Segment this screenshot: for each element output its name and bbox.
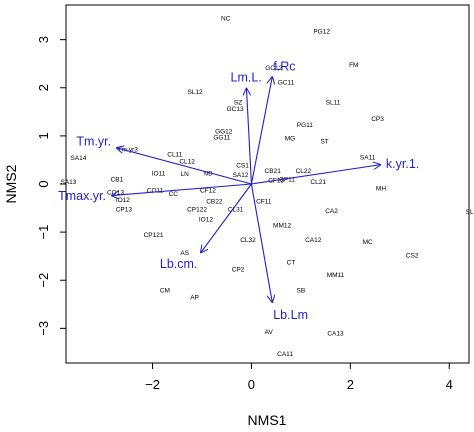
site-label: MG <box>285 135 295 142</box>
site-label: CO11 <box>147 187 164 194</box>
site-label: CL31 <box>228 207 244 214</box>
y-tick-label: 2 <box>36 84 51 91</box>
y-tick-label: 3 <box>36 36 51 43</box>
site-label: CM <box>160 287 170 294</box>
site-label: SB <box>297 287 306 294</box>
x-tick-label: 4 <box>446 377 453 392</box>
site-label: CL21 <box>310 179 326 186</box>
site-label: GC13 <box>227 106 244 113</box>
x-axis-title: NMS1 <box>248 412 287 428</box>
site-label: ST <box>320 139 328 146</box>
vector-label: f.Rc <box>273 59 295 73</box>
site-label: CP122 <box>187 207 207 214</box>
vectors-layer: f.Rc Lm.L. Tm.yr. Tmax.yr. k.yr.1. Lb.cm. Lb.L… <box>58 59 419 322</box>
site-label: SA12 <box>233 172 249 179</box>
site-label: GC11 <box>278 79 295 86</box>
site-label: MM11 <box>327 272 345 279</box>
vector-arrow <box>112 183 252 196</box>
vector-arrow <box>201 183 252 252</box>
site-label: CA12 <box>305 237 322 244</box>
site-label: LN <box>181 171 190 178</box>
site-label: CF12 <box>200 187 216 194</box>
site-label: CL32 <box>240 237 256 244</box>
site-label: CF11 <box>256 198 272 205</box>
vector-label: Tm.yr. <box>76 134 111 148</box>
site-label: CT <box>287 259 296 266</box>
vector-arrow <box>246 89 252 185</box>
site-label: GG11 <box>213 134 230 141</box>
vector-arrow <box>251 165 380 185</box>
x-tick-label: 2 <box>347 377 354 392</box>
vector-arrow <box>250 183 272 302</box>
site-label: CP3 <box>371 116 384 123</box>
vector-arrow <box>117 148 252 185</box>
vector-label: k.yr.1. <box>386 157 419 171</box>
site-label: Tm.yr3 <box>118 146 139 153</box>
y-tick-label: −2 <box>36 273 51 288</box>
y-tick-label: −1 <box>36 225 51 240</box>
site-label: GC12 <box>265 65 282 72</box>
site-label: CL11 <box>167 152 182 159</box>
site-label: MM12 <box>273 222 291 229</box>
vector-label: Lb.cm. <box>160 257 198 271</box>
site-label: MH <box>376 185 386 192</box>
site-label: NB <box>203 170 212 177</box>
site-label: SA14 <box>70 155 86 162</box>
vector-label: Tmax.yr. <box>58 189 106 203</box>
site-label: CB22 <box>206 198 223 205</box>
site-label: SA13 <box>61 179 77 186</box>
site-label: CF13 <box>268 178 284 185</box>
site-label: CP121 <box>144 232 164 239</box>
site-label: CS1 <box>236 162 249 169</box>
site-label: CP2 <box>232 267 245 274</box>
site-label: AP <box>190 295 199 302</box>
site-label: GG12 <box>215 129 233 136</box>
x-tick-label: 0 <box>248 377 255 392</box>
site-label: PG12 <box>313 28 330 35</box>
axes-layer: −2 0 2 4 −3 −2 −1 0 1 2 3 <box>36 36 453 392</box>
site-label: IO11 <box>152 170 166 177</box>
y-tick-label: 0 <box>36 180 51 187</box>
site-label: CP13 <box>116 207 133 214</box>
site-label: NC <box>221 15 231 22</box>
site-label: CA11 <box>277 351 293 358</box>
site-label: CP11 <box>279 177 295 184</box>
site-label: CB1 <box>111 177 124 184</box>
site-label: IO12 <box>199 217 213 224</box>
site-label: SL12 <box>187 89 203 96</box>
site-label: MC <box>363 239 373 246</box>
x-tick-label: −2 <box>145 377 160 392</box>
y-tick-label: −3 <box>36 321 51 336</box>
site-label: IO12 <box>116 197 130 204</box>
site-label: AV <box>265 329 274 336</box>
y-axis-title: NMS2 <box>3 164 19 203</box>
vector-arrow <box>250 77 272 185</box>
site-label: CS2 <box>406 253 419 260</box>
vector-label: Lb.Lm <box>273 308 308 322</box>
site-label: AS <box>180 250 189 257</box>
site-label: SA11 <box>360 155 376 162</box>
site-label: CC <box>169 191 179 198</box>
site-label: SL11 <box>326 100 341 107</box>
site-label: CB21 <box>265 168 282 175</box>
vector-label: Lm.L. <box>231 71 262 85</box>
site-label: PG11 <box>297 122 314 129</box>
site-label: CL22 <box>296 168 312 175</box>
site-label: CA2 <box>325 208 338 215</box>
site-label: SL2 <box>466 209 474 216</box>
site-label: CA13 <box>327 331 344 338</box>
site-label: CL12 <box>179 158 195 165</box>
site-label: FM <box>349 62 358 69</box>
site-label: SZ <box>234 100 242 107</box>
y-tick-label: 1 <box>36 132 51 139</box>
